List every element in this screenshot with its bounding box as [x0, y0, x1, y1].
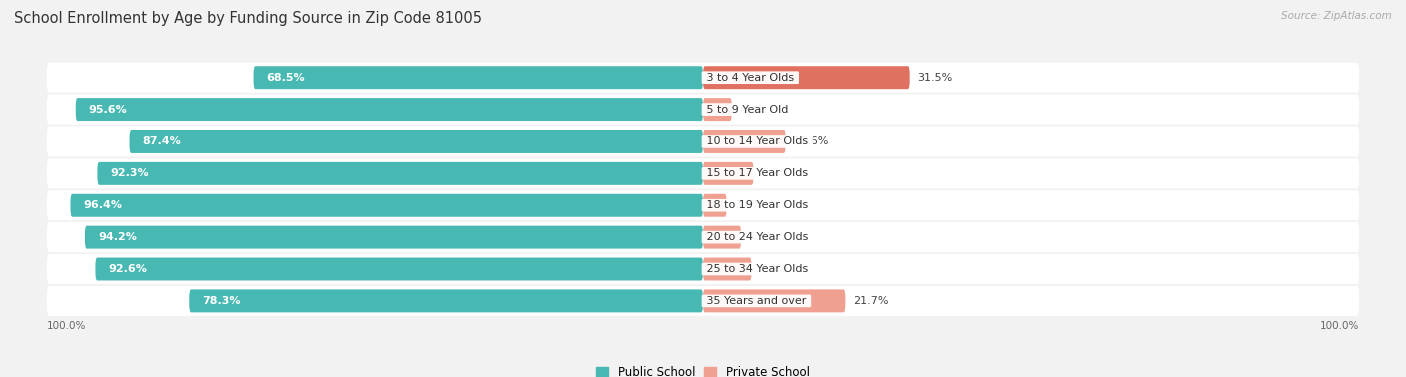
- FancyBboxPatch shape: [703, 290, 845, 313]
- FancyBboxPatch shape: [46, 254, 1360, 284]
- FancyBboxPatch shape: [703, 226, 741, 248]
- FancyBboxPatch shape: [703, 130, 786, 153]
- FancyBboxPatch shape: [703, 257, 752, 280]
- FancyBboxPatch shape: [97, 162, 703, 185]
- Text: 31.5%: 31.5%: [918, 73, 953, 83]
- FancyBboxPatch shape: [70, 194, 703, 217]
- FancyBboxPatch shape: [703, 162, 754, 185]
- Text: 12.6%: 12.6%: [793, 136, 830, 147]
- FancyBboxPatch shape: [129, 130, 703, 153]
- FancyBboxPatch shape: [84, 226, 703, 248]
- Text: 21.7%: 21.7%: [853, 296, 889, 306]
- FancyBboxPatch shape: [46, 190, 1360, 220]
- Text: 96.4%: 96.4%: [83, 200, 122, 210]
- FancyBboxPatch shape: [46, 63, 1360, 93]
- Text: 78.3%: 78.3%: [202, 296, 240, 306]
- FancyBboxPatch shape: [76, 98, 703, 121]
- Text: 5.8%: 5.8%: [749, 232, 778, 242]
- Text: 7.7%: 7.7%: [762, 169, 790, 178]
- FancyBboxPatch shape: [190, 290, 703, 313]
- Text: 3.6%: 3.6%: [734, 200, 762, 210]
- Text: 100.0%: 100.0%: [1320, 321, 1360, 331]
- FancyBboxPatch shape: [46, 286, 1360, 316]
- FancyBboxPatch shape: [46, 222, 1360, 252]
- Text: 20 to 24 Year Olds: 20 to 24 Year Olds: [703, 232, 811, 242]
- FancyBboxPatch shape: [253, 66, 703, 89]
- Text: 18 to 19 Year Olds: 18 to 19 Year Olds: [703, 200, 811, 210]
- Text: 92.6%: 92.6%: [108, 264, 148, 274]
- Legend: Public School, Private School: Public School, Private School: [592, 361, 814, 377]
- Text: 5 to 9 Year Old: 5 to 9 Year Old: [703, 104, 792, 115]
- Text: 10 to 14 Year Olds: 10 to 14 Year Olds: [703, 136, 811, 147]
- Text: 100.0%: 100.0%: [46, 321, 86, 331]
- Text: 94.2%: 94.2%: [98, 232, 136, 242]
- Text: 87.4%: 87.4%: [142, 136, 181, 147]
- Text: 15 to 17 Year Olds: 15 to 17 Year Olds: [703, 169, 811, 178]
- Text: 68.5%: 68.5%: [267, 73, 305, 83]
- Text: 4.4%: 4.4%: [740, 104, 768, 115]
- Text: Source: ZipAtlas.com: Source: ZipAtlas.com: [1281, 11, 1392, 21]
- Text: School Enrollment by Age by Funding Source in Zip Code 81005: School Enrollment by Age by Funding Sour…: [14, 11, 482, 26]
- Text: 25 to 34 Year Olds: 25 to 34 Year Olds: [703, 264, 811, 274]
- FancyBboxPatch shape: [46, 95, 1360, 124]
- Text: 3 to 4 Year Olds: 3 to 4 Year Olds: [703, 73, 797, 83]
- FancyBboxPatch shape: [96, 257, 703, 280]
- Text: 95.6%: 95.6%: [89, 104, 128, 115]
- FancyBboxPatch shape: [703, 194, 727, 217]
- FancyBboxPatch shape: [46, 158, 1360, 188]
- Text: 92.3%: 92.3%: [111, 169, 149, 178]
- FancyBboxPatch shape: [703, 66, 910, 89]
- Text: 7.4%: 7.4%: [759, 264, 787, 274]
- Text: 35 Years and over: 35 Years and over: [703, 296, 810, 306]
- FancyBboxPatch shape: [46, 127, 1360, 156]
- FancyBboxPatch shape: [703, 98, 733, 121]
